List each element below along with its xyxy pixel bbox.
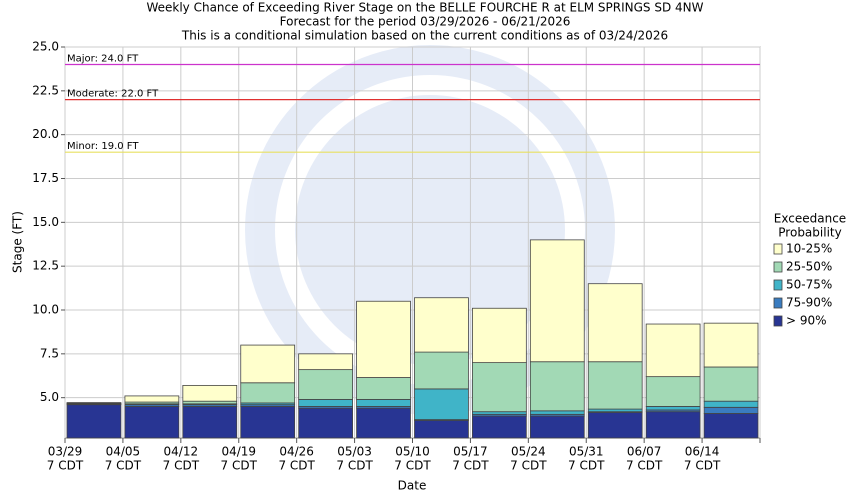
bar-segment [66, 402, 122, 404]
bar-segment [703, 413, 759, 439]
y-tick-label: 25.0 [32, 40, 59, 54]
legend-label: 50-75% [786, 278, 832, 292]
x-tick-label: 05/31 [569, 445, 604, 459]
bar-segment [124, 395, 180, 403]
bar-segment [645, 376, 701, 407]
watermark-disc [295, 95, 565, 365]
flood-label: Major: 24.0 FT [67, 54, 139, 65]
x-tick-label: 03/29 [48, 445, 83, 459]
flood-label: Minor: 19.0 FT [67, 141, 139, 152]
legend-label: 25-50% [786, 260, 832, 274]
bars [66, 239, 759, 439]
legend-label: 75-90% [786, 296, 832, 310]
bar-segment [645, 411, 701, 439]
legend-title: Probability [778, 226, 841, 240]
bar-segment [645, 323, 701, 378]
x-tick-label: 05/10 [395, 445, 430, 459]
x-tick-sublabel: 7 CDT [278, 459, 315, 473]
bar-segment [298, 353, 353, 371]
bar-segment [587, 412, 643, 439]
x-tick-label: 05/03 [337, 445, 372, 459]
x-tick-sublabel: 7 CDT [163, 459, 200, 473]
bar-segment [472, 307, 527, 364]
x-tick-label: 05/24 [511, 445, 546, 459]
bar-segment [240, 344, 296, 384]
bar-segment [529, 410, 585, 415]
bar-segment [356, 407, 411, 439]
bar-segment [356, 399, 411, 407]
bar-segment [182, 384, 238, 402]
y-tick-label: 22.5 [32, 83, 59, 97]
legend-title: Exceedance [774, 212, 846, 226]
bar-segment [587, 283, 643, 363]
legend-swatch [773, 297, 783, 309]
x-tick-sublabel: 7 CDT [626, 459, 663, 473]
chart-subtitle: Forecast for the period 03/29/2026 - 06/… [280, 15, 571, 29]
bar-segment [66, 404, 122, 439]
x-tick-sublabel: 7 CDT [336, 459, 373, 473]
bar-segment [298, 399, 353, 407]
x-tick-sublabel: 7 CDT [510, 459, 547, 473]
bar-segment [703, 406, 759, 414]
bar-segment [529, 239, 585, 363]
flood-lines: Major: 24.0 FT Moderate: 22.0 FT Minor: 19… [65, 54, 760, 153]
x-tick-label: 04/05 [106, 445, 141, 459]
x-tick-label: 05/17 [453, 445, 488, 459]
x-tick-label: 04/12 [164, 445, 199, 459]
bar-segment [529, 361, 585, 412]
chart-subtitle: This is a conditional simulation based o… [181, 29, 668, 43]
y-tick-label: 17.5 [32, 171, 59, 185]
bar-segment [414, 351, 469, 390]
x-tick-sublabel: 7 CDT [452, 459, 489, 473]
bar-segment [240, 382, 296, 404]
x-tick-sublabel: 7 CDT [568, 459, 605, 473]
y-tick-label: 5.0 [40, 390, 59, 404]
y-tick-label: 7.5 [40, 346, 59, 360]
y-axis-label: Stage (FT) [11, 211, 25, 273]
y-tick-label: 12.5 [32, 259, 59, 273]
bar-segment [298, 369, 353, 400]
y-tick-label: 10.0 [32, 303, 59, 317]
bar-segment [703, 322, 759, 368]
bar-segment [240, 406, 296, 439]
bar-segment [298, 407, 353, 439]
bar-segment [414, 388, 469, 420]
flood-label: Moderate: 22.0 FT [67, 89, 159, 100]
x-tick-label: 04/26 [279, 445, 314, 459]
grid [64, 46, 761, 438]
x-tick-sublabel: 7 CDT [684, 459, 721, 473]
bar-segment [356, 377, 411, 400]
bar-segment [124, 406, 180, 439]
x-tick-sublabel: 7 CDT [47, 459, 84, 473]
bar-segment [703, 366, 759, 402]
x-tick-sublabel: 7 CDT [394, 459, 431, 473]
bar-segment [414, 420, 469, 439]
bar-segment [472, 362, 527, 413]
bar-segment [587, 361, 643, 410]
legend-swatch [773, 315, 783, 327]
y-tick-label: 20.0 [32, 127, 59, 141]
bar-segment [645, 406, 701, 411]
bar-segment [529, 415, 585, 439]
x-tick-label: 06/14 [685, 445, 720, 459]
x-tick-sublabel: 7 CDT [221, 459, 258, 473]
bar-segment [182, 406, 238, 439]
x-tick-label: 06/07 [627, 445, 662, 459]
x-axis-label: Date [398, 479, 427, 493]
bar-segment [414, 297, 469, 353]
bar-segment [356, 300, 411, 378]
bar-segment [703, 400, 759, 408]
legend-swatch [773, 279, 783, 291]
legend-swatch [773, 261, 783, 273]
legend-label: 10-25% [786, 242, 832, 256]
chart-title: Weekly Chance of Exceeding River Stage o… [146, 1, 703, 15]
x-tick-label: 04/19 [221, 445, 256, 459]
y-tick-label: 15.0 [32, 215, 59, 229]
bar-segment [472, 415, 527, 439]
legend-swatch [773, 243, 783, 255]
x-tick-sublabel: 7 CDT [105, 459, 142, 473]
legend-label: > 90% [786, 314, 827, 328]
